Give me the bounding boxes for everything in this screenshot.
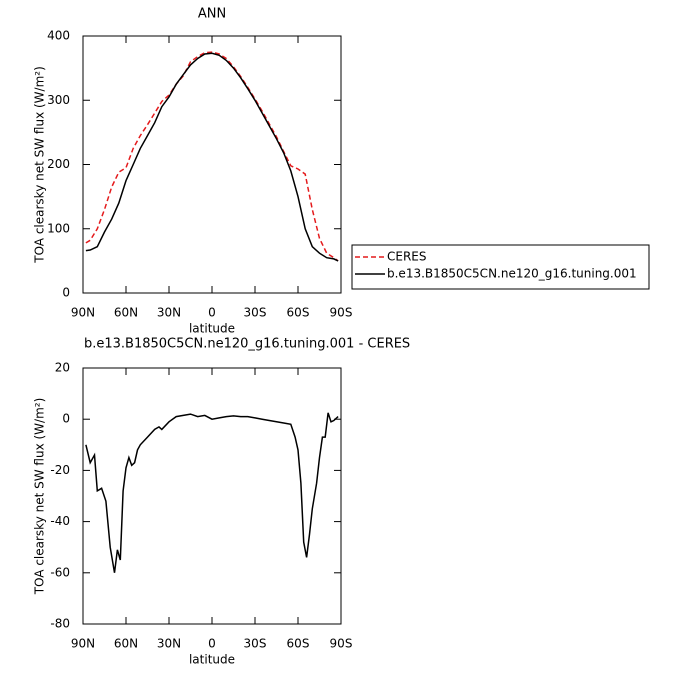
x-tick-label: 0 xyxy=(208,306,216,320)
x-tick-label: 60S xyxy=(287,306,310,320)
x-tick-label: 30S xyxy=(244,637,267,651)
legend-label: b.e13.B1850C5CN.ne120_g16.tuning.001 xyxy=(387,267,637,281)
y-tick-label: -80 xyxy=(50,617,70,631)
y-tick-label: 100 xyxy=(47,221,70,235)
y-axis-label: TOA clearsky net SW flux (W/m²) xyxy=(33,66,47,264)
legend-label: CERES xyxy=(387,250,427,264)
x-tick-label: 30N xyxy=(157,306,181,320)
y-tick-label: 200 xyxy=(47,157,70,171)
y-axis-label: TOA clearsky net SW flux (W/m²) xyxy=(33,398,47,596)
x-tick-label: 90S xyxy=(330,637,353,651)
x-tick-label: 90S xyxy=(330,306,353,320)
x-tick-label: 30N xyxy=(157,637,181,651)
data-line xyxy=(85,412,339,573)
x-tick-label: 30S xyxy=(244,306,267,320)
x-tick-label: 90N xyxy=(71,306,95,320)
y-tick-label: -40 xyxy=(50,514,70,528)
y-tick-label: -60 xyxy=(50,565,70,579)
x-tick-label: 60N xyxy=(114,306,138,320)
y-tick-label: 0 xyxy=(62,412,70,426)
legend-box xyxy=(351,244,650,290)
x-tick-label: 90N xyxy=(71,637,95,651)
data-line xyxy=(85,51,339,262)
data-line xyxy=(85,52,339,262)
y-tick-label: 400 xyxy=(47,29,70,43)
y-tick-label: 20 xyxy=(55,361,70,375)
plot-frame xyxy=(82,35,342,294)
x-tick-label: 60S xyxy=(287,637,310,651)
x-tick-label: 0 xyxy=(208,637,216,651)
chart-title: b.e13.B1850C5CN.ne120_g16.tuning.001 - C… xyxy=(84,337,410,352)
x-axis-label: latitude xyxy=(189,322,235,336)
y-tick-label: 300 xyxy=(47,93,70,107)
y-tick-label: -20 xyxy=(50,463,70,477)
plot-frame xyxy=(82,367,342,625)
x-tick-label: 60N xyxy=(114,637,138,651)
x-axis-label: latitude xyxy=(189,653,235,667)
y-tick-label: 0 xyxy=(62,286,70,300)
chart-title: ANN xyxy=(198,7,226,22)
